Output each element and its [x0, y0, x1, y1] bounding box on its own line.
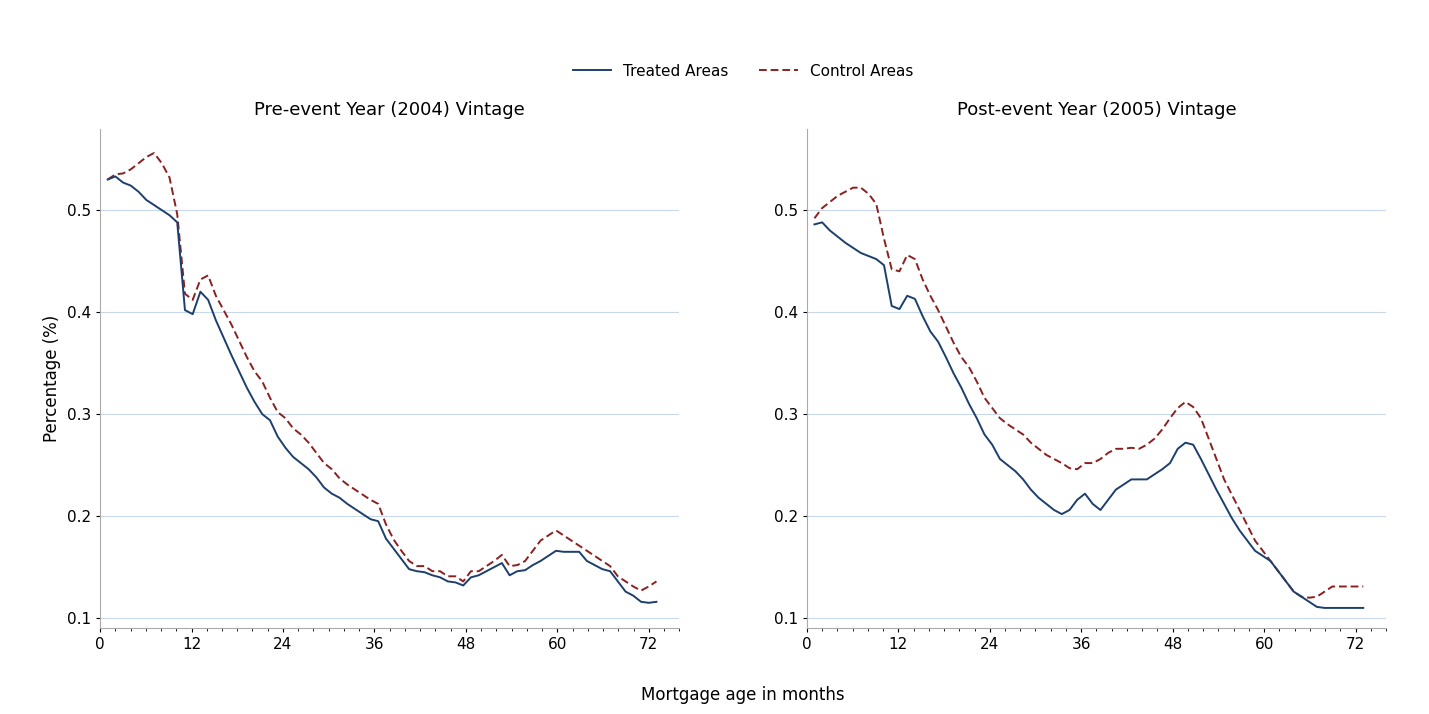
Y-axis label: Percentage (%): Percentage (%) [43, 315, 61, 442]
Title: Pre-event Year (2004) Vintage: Pre-event Year (2004) Vintage [254, 101, 524, 119]
Title: Post-event Year (2005) Vintage: Post-event Year (2005) Vintage [956, 101, 1236, 119]
Legend: Treated Areas, Control Areas: Treated Areas, Control Areas [567, 58, 919, 85]
Text: Mortgage age in months: Mortgage age in months [642, 685, 845, 704]
